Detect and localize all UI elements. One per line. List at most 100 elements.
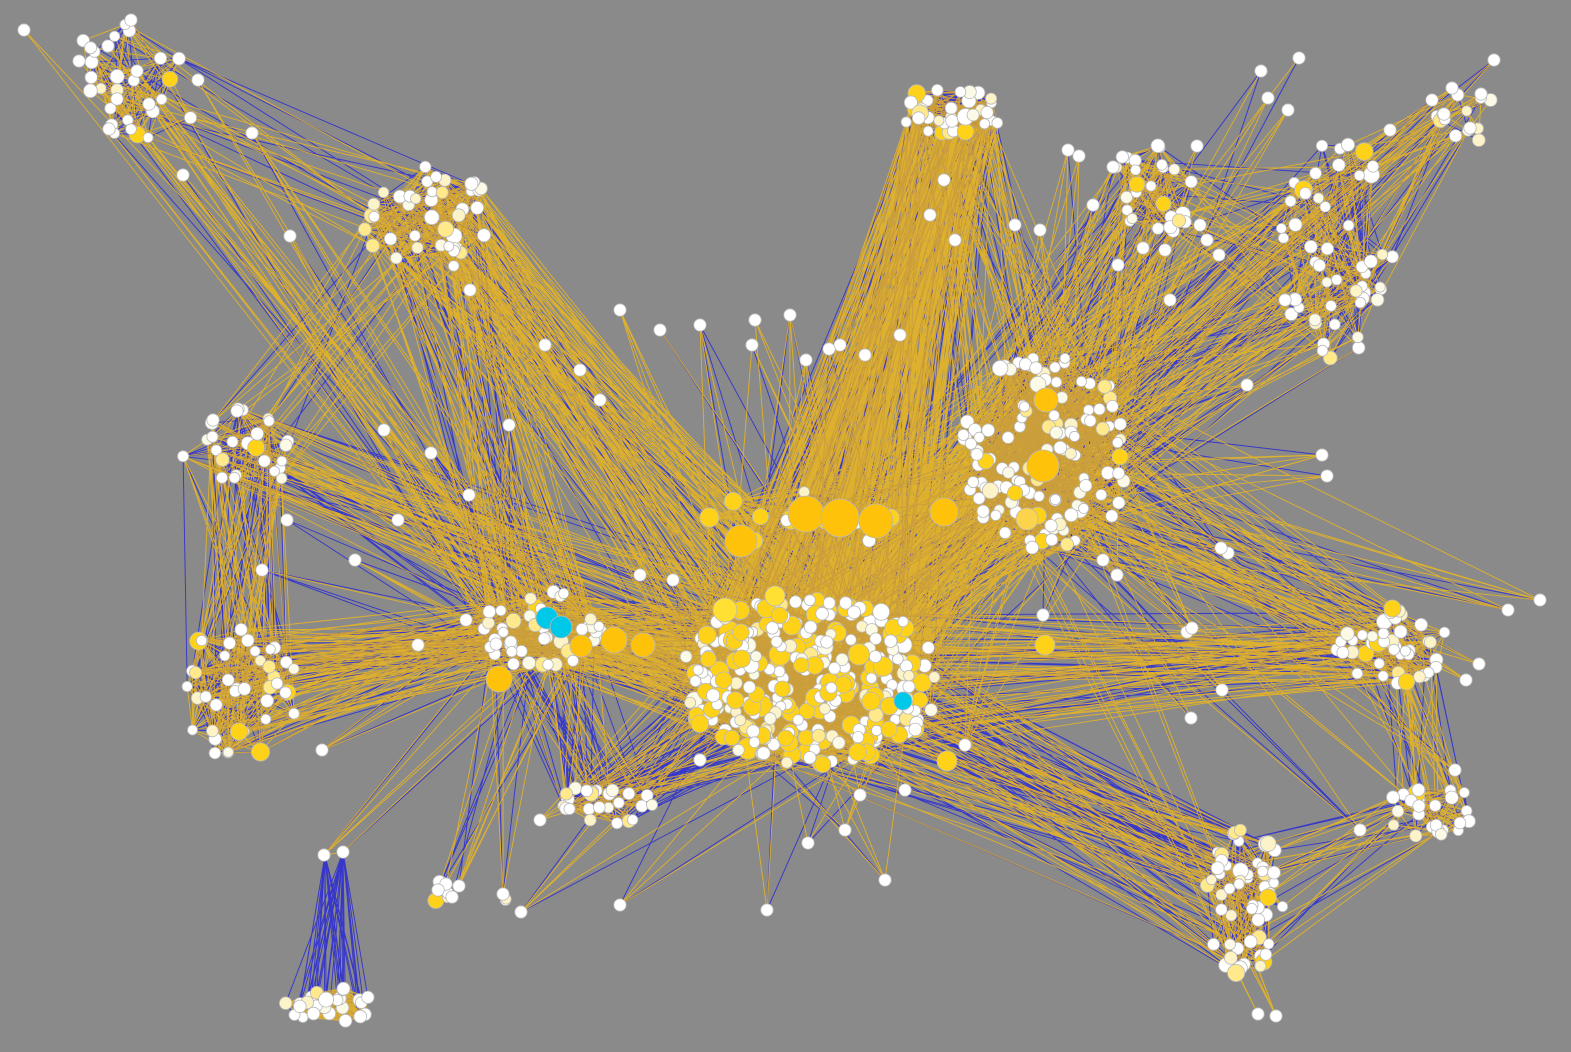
- graph-node[interactable]: [1251, 1007, 1265, 1021]
- graph-node[interactable]: [1227, 964, 1246, 983]
- graph-node[interactable]: [1115, 150, 1129, 164]
- graph-node[interactable]: [958, 738, 972, 752]
- graph-node[interactable]: [1330, 274, 1343, 286]
- graph-node[interactable]: [426, 186, 438, 198]
- graph-node[interactable]: [1225, 909, 1238, 922]
- graph-node[interactable]: [700, 651, 717, 668]
- graph-node[interactable]: [522, 655, 537, 670]
- graph-node[interactable]: [684, 696, 697, 709]
- graph-node[interactable]: [1474, 87, 1488, 101]
- graph-node[interactable]: [944, 101, 958, 115]
- graph-node[interactable]: [1254, 960, 1267, 973]
- graph-node[interactable]: [770, 635, 783, 648]
- graph-node[interactable]: [622, 787, 636, 801]
- graph-node[interactable]: [613, 898, 627, 912]
- graph-node[interactable]: [1341, 137, 1356, 152]
- graph-node[interactable]: [1267, 865, 1281, 880]
- graph-node[interactable]: [263, 415, 275, 427]
- graph-node[interactable]: [377, 186, 390, 199]
- graph-node[interactable]: [249, 645, 261, 657]
- graph-node[interactable]: [1064, 447, 1077, 460]
- graph-node[interactable]: [1190, 139, 1204, 153]
- graph-node[interactable]: [798, 702, 816, 720]
- graph-node[interactable]: [183, 111, 197, 125]
- graph-node[interactable]: [697, 625, 717, 645]
- graph-node[interactable]: [1424, 635, 1437, 649]
- graph-node[interactable]: [84, 70, 98, 85]
- graph-node[interactable]: [1184, 711, 1198, 725]
- graph-node[interactable]: [839, 596, 853, 610]
- graph-node[interactable]: [1050, 376, 1063, 388]
- graph-node[interactable]: [822, 342, 836, 356]
- graph-node[interactable]: [1444, 790, 1459, 805]
- graph-node[interactable]: [283, 229, 297, 243]
- graph-node[interactable]: [1309, 167, 1322, 180]
- graph-node[interactable]: [972, 492, 986, 505]
- graph-node[interactable]: [1472, 657, 1486, 671]
- graph-node[interactable]: [1215, 888, 1228, 901]
- graph-node[interactable]: [348, 553, 362, 567]
- graph-node[interactable]: [612, 796, 625, 809]
- graph-node[interactable]: [1001, 431, 1015, 444]
- graph-node[interactable]: [254, 655, 266, 667]
- graph-node[interactable]: [1364, 254, 1378, 269]
- graph-node[interactable]: [1366, 160, 1380, 173]
- graph-node[interactable]: [745, 338, 759, 352]
- graph-node[interactable]: [924, 703, 938, 717]
- graph-node[interactable]: [1163, 293, 1177, 307]
- graph-node[interactable]: [783, 308, 797, 322]
- graph-node[interactable]: [1156, 159, 1168, 171]
- graph-node[interactable]: [825, 681, 838, 694]
- graph-node[interactable]: [1376, 248, 1389, 261]
- graph-node[interactable]: [1411, 783, 1426, 797]
- graph-node[interactable]: [1461, 105, 1473, 117]
- graph-node[interactable]: [1292, 51, 1306, 65]
- graph-node[interactable]: [921, 641, 935, 655]
- graph-node[interactable]: [431, 883, 445, 897]
- graph-node[interactable]: [692, 664, 704, 676]
- graph-node[interactable]: [451, 208, 466, 223]
- graph-node[interactable]: [357, 222, 372, 237]
- graph-node[interactable]: [1428, 799, 1442, 812]
- graph-node[interactable]: [524, 592, 537, 605]
- graph-node[interactable]: [833, 338, 847, 352]
- graph-node[interactable]: [1425, 93, 1439, 107]
- graph-node[interactable]: [1288, 217, 1303, 232]
- graph-node[interactable]: [1316, 344, 1329, 357]
- graph-node[interactable]: [985, 92, 998, 105]
- graph-node[interactable]: [980, 105, 994, 120]
- graph-node[interactable]: [1111, 448, 1129, 466]
- graph-node[interactable]: [1072, 149, 1086, 163]
- graph-node[interactable]: [732, 743, 745, 757]
- graph-node[interactable]: [1075, 375, 1087, 387]
- graph-node[interactable]: [1320, 242, 1335, 256]
- graph-node[interactable]: [17, 23, 31, 37]
- graph-node[interactable]: [368, 210, 380, 223]
- graph-node[interactable]: [693, 318, 707, 332]
- graph-node[interactable]: [945, 114, 959, 128]
- graph-node[interactable]: [72, 54, 86, 68]
- graph-node[interactable]: [383, 232, 398, 246]
- graph-node[interactable]: [1399, 645, 1411, 657]
- graph-node[interactable]: [583, 813, 597, 827]
- graph-node[interactable]: [1374, 281, 1386, 293]
- graph-node[interactable]: [847, 643, 870, 666]
- graph-node[interactable]: [746, 724, 760, 738]
- graph-node[interactable]: [367, 197, 381, 211]
- graph-node[interactable]: [1215, 683, 1229, 697]
- graph-node[interactable]: [279, 686, 292, 699]
- graph-node[interactable]: [1079, 479, 1093, 493]
- node-layer[interactable]: [17, 13, 1547, 1028]
- graph-node[interactable]: [1256, 865, 1269, 878]
- graph-node[interactable]: [361, 990, 375, 1004]
- graph-node[interactable]: [1045, 533, 1059, 547]
- graph-node[interactable]: [1387, 819, 1400, 831]
- graph-node[interactable]: [748, 736, 761, 748]
- graph-node[interactable]: [1328, 318, 1341, 331]
- graph-node[interactable]: [489, 637, 503, 651]
- graph-node[interactable]: [593, 621, 605, 632]
- graph-node[interactable]: [470, 200, 485, 215]
- graph-node[interactable]: [633, 568, 647, 582]
- graph-node[interactable]: [1234, 823, 1247, 837]
